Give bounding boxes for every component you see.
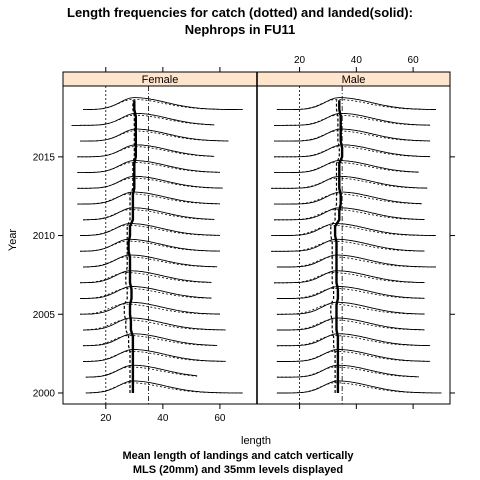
x-tick-label-bottom-40: 40 bbox=[157, 413, 169, 424]
landed-curve-2015 bbox=[77, 144, 215, 158]
landed-curve-2006 bbox=[80, 286, 212, 299]
landed-curve-2016 bbox=[80, 128, 229, 142]
landed-curve-2004 bbox=[276, 317, 425, 331]
landed-curve-2012 bbox=[274, 191, 422, 205]
chart-title-line2: Nephrops in FU11 bbox=[185, 22, 296, 37]
strip-label-male: Male bbox=[342, 74, 366, 86]
landed-curve-2002 bbox=[83, 349, 226, 362]
landed-curve-2018 bbox=[83, 97, 243, 111]
x-tick-label-top-20: 20 bbox=[294, 55, 306, 66]
catch-mean-trace bbox=[123, 100, 135, 393]
landed-curve-2007 bbox=[274, 270, 425, 284]
catch-curve-2008 bbox=[276, 256, 436, 268]
landed-curve-2000 bbox=[276, 380, 442, 394]
landed-curve-2016 bbox=[274, 128, 431, 142]
landed-curve-2003 bbox=[276, 333, 431, 347]
panels-layer: Female 20 40 60 Male 20 40 60 2000 2005 2010 2015 bbox=[33, 55, 455, 424]
landed-curve-2008 bbox=[83, 254, 218, 268]
catch-curve-2016 bbox=[80, 130, 229, 142]
landed-curve-2012 bbox=[77, 191, 220, 205]
landed-curve-2017 bbox=[274, 112, 431, 126]
x-tick-label-top-60: 60 bbox=[408, 55, 420, 66]
catch-curve-2016 bbox=[274, 130, 431, 142]
catch-curve-2012 bbox=[274, 193, 422, 205]
y-tick-label-2000: 2000 bbox=[33, 388, 56, 399]
landed-curve-2018 bbox=[276, 97, 436, 111]
landed-curve-2015 bbox=[274, 144, 431, 158]
catch-curve-2015 bbox=[274, 146, 431, 158]
catch-curve-2018 bbox=[276, 99, 436, 110]
catch-curve-2005 bbox=[276, 303, 425, 315]
catch-curve-2003 bbox=[276, 335, 431, 347]
catch-curve-2017 bbox=[71, 114, 215, 126]
x-tick-label-top-40: 40 bbox=[351, 55, 363, 66]
landed-curve-2001 bbox=[276, 364, 419, 378]
catch-curve-2015 bbox=[77, 146, 215, 158]
landed-mean-trace bbox=[127, 100, 137, 393]
landed-curve-2004 bbox=[83, 317, 226, 331]
catch-curve-2008 bbox=[82, 256, 218, 268]
landed-mean-trace bbox=[333, 100, 344, 393]
landed-curve-2002 bbox=[276, 349, 431, 362]
catch-curve-2014 bbox=[274, 162, 419, 173]
caption-line1: Mean length of landings and catch vertic… bbox=[122, 450, 354, 462]
catch-curve-2018 bbox=[83, 99, 243, 110]
panel-female: Female 20 40 60 bbox=[62, 67, 258, 424]
landed-curve-2011 bbox=[274, 207, 425, 221]
x-axis-label: length bbox=[241, 435, 271, 447]
landed-curve-2013 bbox=[77, 175, 223, 189]
landed-curve-2010 bbox=[271, 223, 436, 237]
catch-curve-2013 bbox=[271, 177, 428, 189]
catch-curve-2001 bbox=[276, 366, 419, 378]
landed-curve-2005 bbox=[276, 301, 425, 315]
landed-curve-2009 bbox=[80, 238, 220, 252]
catch-mean-trace bbox=[330, 100, 340, 393]
landed-curve-2000 bbox=[85, 380, 243, 394]
catch-curve-2000 bbox=[276, 382, 442, 394]
landed-curve-2014 bbox=[77, 160, 220, 174]
landed-curve-2003 bbox=[83, 333, 218, 347]
landed-curve-2014 bbox=[274, 160, 419, 174]
x-tick-label-bottom-60: 60 bbox=[214, 413, 226, 424]
landed-curve-2005 bbox=[80, 301, 220, 315]
landed-curve-2007 bbox=[80, 270, 212, 284]
landed-curve-2001 bbox=[85, 364, 198, 378]
catch-curve-2012 bbox=[77, 193, 220, 205]
landed-curve-2008 bbox=[276, 254, 436, 268]
landed-curve-2009 bbox=[271, 238, 425, 252]
chart-title-line1: Length frequencies for catch (dotted) an… bbox=[67, 5, 413, 20]
catch-curve-2003 bbox=[83, 335, 218, 347]
panel-border-male bbox=[256, 85, 451, 405]
y-tick-label-2010: 2010 bbox=[33, 231, 56, 242]
landed-curve-2017 bbox=[71, 112, 215, 126]
strip-label-female: Female bbox=[142, 74, 179, 86]
x-tick-label-bottom-20: 20 bbox=[100, 413, 112, 424]
caption-line2: MLS (20mm) and 35mm levels displayed bbox=[133, 464, 343, 476]
catch-curve-2001 bbox=[85, 366, 198, 378]
catch-curve-2010 bbox=[271, 225, 436, 236]
panel-male: Male 20 40 60 bbox=[256, 55, 451, 409]
landed-curve-2011 bbox=[83, 207, 215, 221]
landed-curve-2006 bbox=[276, 286, 425, 299]
catch-curve-2000 bbox=[85, 382, 243, 394]
y-tick-label-2005: 2005 bbox=[33, 310, 56, 321]
y-tick-label-2015: 2015 bbox=[33, 152, 56, 163]
landed-curve-2010 bbox=[80, 223, 220, 236]
landed-curve-2013 bbox=[271, 175, 428, 189]
y-axis-label: Year bbox=[7, 229, 19, 252]
